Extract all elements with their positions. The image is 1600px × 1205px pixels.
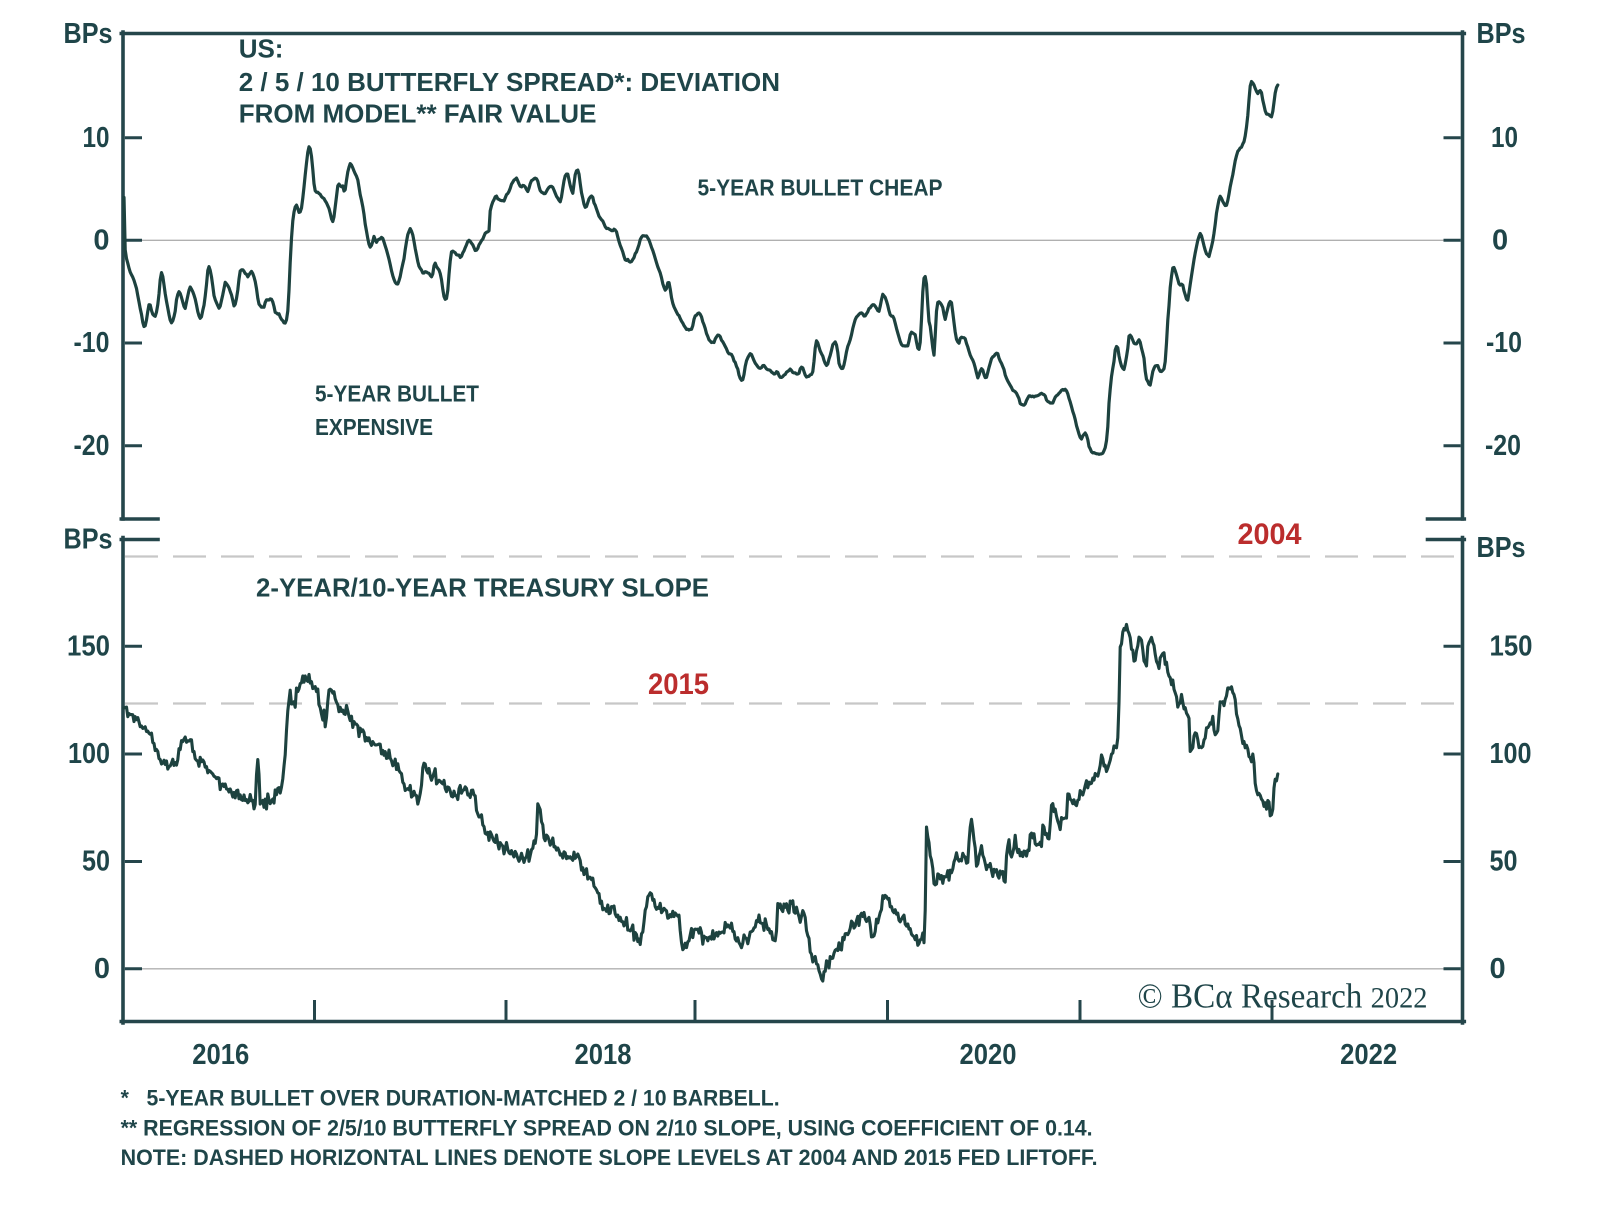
- svg-text:0: 0: [93, 224, 109, 256]
- svg-text:2022: 2022: [1340, 1039, 1397, 1071]
- svg-text:BPs: BPs: [64, 18, 113, 50]
- svg-text:0: 0: [1490, 953, 1506, 985]
- svg-text:10: 10: [1491, 122, 1518, 154]
- svg-text:5-YEAR BULLET: 5-YEAR BULLET: [315, 381, 479, 407]
- svg-text:FROM MODEL** FAIR VALUE: FROM MODEL** FAIR VALUE: [239, 99, 597, 129]
- svg-text:-20: -20: [1485, 430, 1521, 462]
- svg-text:* 5-YEAR BULLET OVER DURATIO: * 5-YEAR BULLET OVER DURATION-MATCHED 2 …: [121, 1086, 780, 1111]
- svg-text:-20: -20: [74, 430, 110, 462]
- svg-text:2015: 2015: [648, 668, 709, 701]
- svg-text:BPs: BPs: [1477, 18, 1526, 50]
- svg-text:2-YEAR/10-YEAR TREASURY SLOPE: 2-YEAR/10-YEAR TREASURY SLOPE: [256, 573, 709, 603]
- svg-text:BPs: BPs: [64, 524, 113, 556]
- svg-text:0: 0: [1492, 224, 1508, 256]
- svg-text:150: 150: [1490, 630, 1533, 662]
- svg-text:BPs: BPs: [1477, 532, 1526, 564]
- svg-text:50: 50: [1490, 846, 1518, 878]
- svg-text:-10: -10: [1486, 327, 1522, 359]
- svg-text:** REGRESSION OF 2/5/10 BUTTER: ** REGRESSION OF 2/5/10 BUTTERFLY SPREAD…: [121, 1116, 1093, 1141]
- svg-text:US:: US:: [239, 34, 284, 64]
- svg-text:50: 50: [82, 846, 110, 878]
- svg-text:5-YEAR BULLET CHEAP: 5-YEAR BULLET CHEAP: [698, 175, 943, 201]
- svg-text:EXPENSIVE: EXPENSIVE: [315, 414, 433, 440]
- svg-text:0: 0: [94, 953, 110, 985]
- svg-text:150: 150: [67, 630, 110, 662]
- svg-text:-10: -10: [74, 327, 110, 359]
- svg-text:NOTE: DASHED HORIZONTAL LINES: NOTE: DASHED HORIZONTAL LINES DENOTE SLO…: [121, 1145, 1098, 1170]
- svg-text:2 / 5 / 10 BUTTERFLY SPREAD*:: 2 / 5 / 10 BUTTERFLY SPREAD*: DEVIATION: [239, 67, 780, 97]
- svg-text:2018: 2018: [575, 1039, 632, 1071]
- svg-text:2020: 2020: [960, 1039, 1017, 1071]
- svg-text:2016: 2016: [192, 1039, 249, 1071]
- svg-text:© BCα Research 2022: © BCα Research 2022: [1138, 977, 1428, 1016]
- svg-text:2004: 2004: [1238, 518, 1302, 551]
- svg-text:10: 10: [83, 122, 110, 154]
- svg-text:100: 100: [68, 738, 110, 770]
- svg-text:100: 100: [1490, 738, 1532, 770]
